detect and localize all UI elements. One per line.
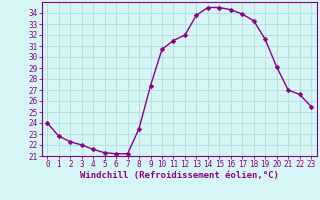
X-axis label: Windchill (Refroidissement éolien,°C): Windchill (Refroidissement éolien,°C)	[80, 171, 279, 180]
